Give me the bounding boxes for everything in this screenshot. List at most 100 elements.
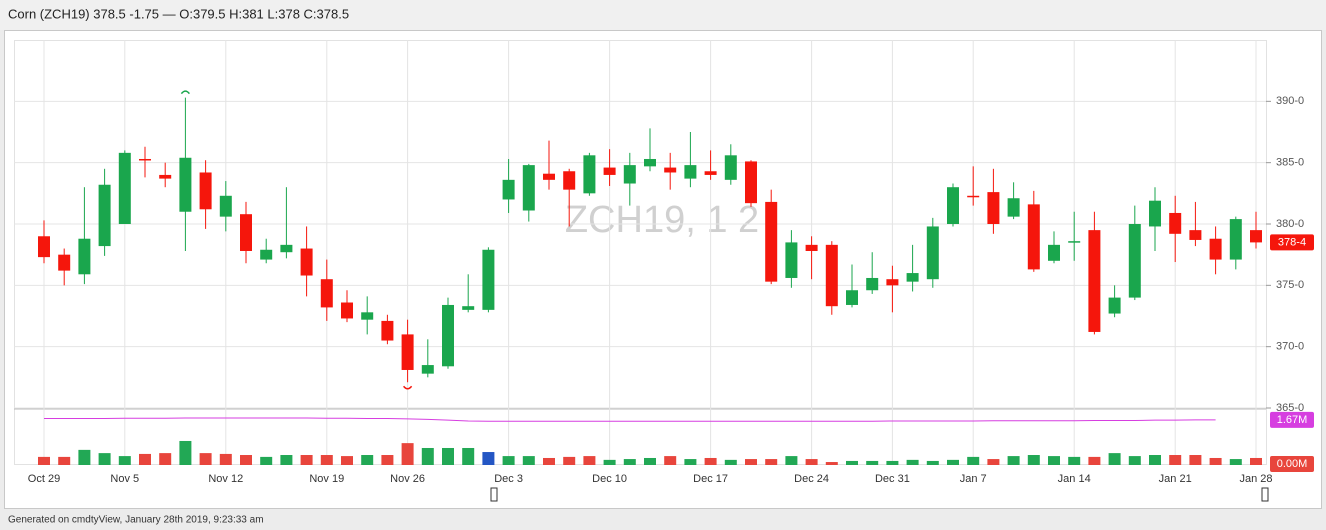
candle-body bbox=[179, 157, 192, 212]
volume-bar bbox=[1229, 459, 1242, 465]
plot-area bbox=[14, 40, 1267, 465]
candle-body bbox=[442, 304, 454, 367]
candle-body bbox=[320, 279, 333, 308]
candle-body bbox=[1128, 224, 1141, 298]
candle-body bbox=[886, 279, 899, 286]
volume-bar bbox=[1027, 455, 1040, 465]
y-tick-label: 365-0 bbox=[1276, 402, 1304, 414]
volume-bar bbox=[987, 459, 1000, 465]
y-tick-label: 390-0 bbox=[1276, 95, 1304, 107]
x-tick-label: Jan 28 bbox=[1239, 473, 1272, 485]
chart-frame bbox=[4, 30, 1322, 509]
x-tick-label: Dec 17 bbox=[693, 473, 728, 485]
x-tick-label: Dec 3 bbox=[494, 473, 523, 485]
volume-bar bbox=[644, 457, 656, 465]
volume-bar bbox=[1169, 455, 1182, 465]
axis-tag-label: 1.67M bbox=[1277, 414, 1308, 426]
volume-bar bbox=[300, 455, 313, 465]
volume-bar bbox=[421, 447, 434, 465]
watermark: ZCH19, 1 2 bbox=[565, 199, 759, 241]
x-tick-label: Nov 5 bbox=[110, 473, 139, 485]
candle-body bbox=[583, 155, 596, 194]
volume-bar bbox=[926, 460, 939, 465]
volume-bar bbox=[260, 456, 273, 465]
candle-body bbox=[724, 155, 737, 180]
scroll-handle[interactable] bbox=[490, 487, 498, 502]
candle-body bbox=[765, 201, 778, 282]
candle-body bbox=[866, 277, 879, 291]
volume-bar bbox=[967, 456, 980, 465]
volume-bar bbox=[1128, 456, 1141, 465]
candle-body bbox=[1048, 244, 1060, 261]
last-price-tag bbox=[1270, 234, 1314, 251]
candle-body bbox=[926, 226, 939, 280]
volume-bar bbox=[825, 462, 838, 465]
y-tick-label: 375-0 bbox=[1276, 279, 1304, 291]
volume-bar bbox=[1189, 455, 1202, 465]
candle-body bbox=[623, 165, 636, 184]
volume-bar bbox=[906, 459, 919, 465]
volume-bar bbox=[199, 453, 212, 465]
candle-body bbox=[98, 184, 111, 247]
candle-body bbox=[967, 195, 980, 198]
volume-bar bbox=[1007, 456, 1020, 465]
volume-bar bbox=[745, 459, 757, 465]
x-tick-label: Oct 29 bbox=[28, 473, 60, 485]
scroll-handle[interactable] bbox=[1261, 487, 1269, 502]
candle-body bbox=[159, 174, 172, 179]
volume-bar bbox=[442, 447, 454, 465]
volume-bar bbox=[280, 455, 293, 465]
volume-bar bbox=[846, 460, 858, 465]
high-marker bbox=[180, 90, 190, 95]
axis-tag bbox=[1270, 456, 1314, 472]
candle-body bbox=[1250, 230, 1262, 243]
volume-bar bbox=[805, 459, 818, 465]
y-tick-label: 385-0 bbox=[1276, 157, 1304, 169]
volume-bar bbox=[1088, 456, 1101, 465]
volume-bar bbox=[320, 455, 333, 465]
volume-bar bbox=[1149, 455, 1161, 465]
candle-body bbox=[361, 312, 374, 320]
volume-bar bbox=[78, 449, 91, 465]
volume-bar bbox=[947, 459, 959, 465]
volume-bar bbox=[98, 453, 111, 465]
candle-body bbox=[1149, 200, 1161, 227]
candle-body bbox=[240, 214, 252, 251]
volume-bar bbox=[684, 459, 697, 465]
candle-body bbox=[522, 165, 535, 211]
volume-bar bbox=[543, 457, 555, 465]
volume-bar bbox=[361, 455, 374, 465]
volume-bar bbox=[785, 456, 798, 465]
x-tick-label: Nov 26 bbox=[390, 473, 425, 485]
axis-tag bbox=[1270, 411, 1314, 428]
candle-body bbox=[219, 195, 232, 217]
volume-bar bbox=[704, 457, 717, 465]
volume-bar bbox=[240, 455, 252, 465]
candle-body bbox=[644, 158, 656, 167]
x-tick-label: Nov 19 bbox=[309, 473, 344, 485]
candle-body bbox=[684, 165, 697, 179]
candle-body bbox=[421, 365, 434, 374]
axis-tag-label: 0.00M bbox=[1277, 458, 1308, 470]
x-tick-label: Dec 31 bbox=[875, 473, 910, 485]
volume-bar bbox=[118, 456, 131, 465]
candle-body bbox=[1088, 230, 1101, 332]
candle-body bbox=[1108, 297, 1121, 314]
volume-bar bbox=[866, 460, 879, 465]
volume-bar bbox=[219, 453, 232, 465]
candle-body bbox=[199, 172, 212, 210]
volume-bar bbox=[563, 456, 576, 465]
volume-bar bbox=[1048, 456, 1060, 465]
candle-body bbox=[1007, 198, 1020, 217]
x-tick-label: Jan 14 bbox=[1058, 473, 1091, 485]
volume-bar bbox=[664, 456, 677, 465]
header-bar bbox=[0, 0, 1326, 30]
candle-body bbox=[846, 290, 858, 305]
volume-bar bbox=[341, 456, 353, 465]
x-tick-label: Jan 7 bbox=[960, 473, 987, 485]
candle-body bbox=[482, 249, 495, 310]
candle-body bbox=[1189, 230, 1202, 240]
volume-bar bbox=[623, 459, 636, 465]
volume-bar bbox=[179, 440, 192, 465]
